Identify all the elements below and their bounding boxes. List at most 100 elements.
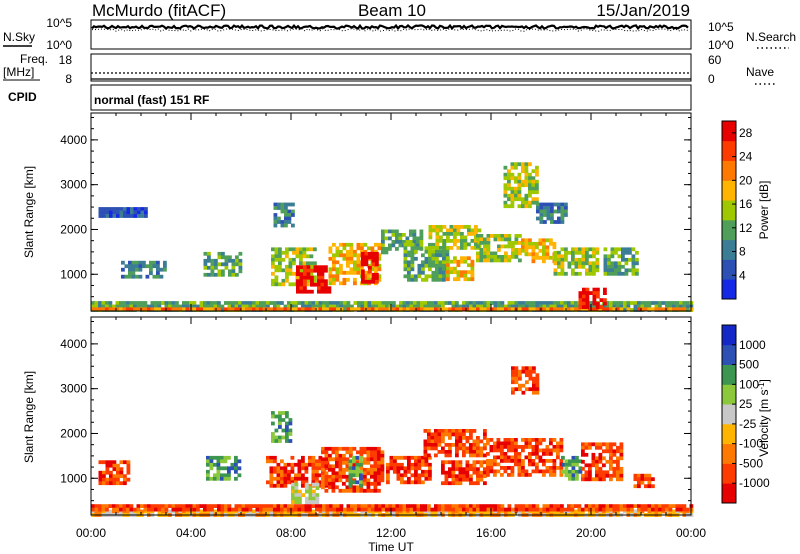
heatmap-cell (538, 438, 543, 442)
heatmap-cell (581, 459, 585, 464)
heatmap-cell (317, 268, 321, 273)
heatmap-cell (367, 277, 371, 282)
heatmap-cell (360, 507, 365, 512)
colorbar-swatch (722, 364, 736, 385)
heatmap-cell (507, 304, 512, 309)
heatmap-cell (119, 504, 123, 508)
heatmap-cell (98, 477, 103, 482)
heatmap-cell (227, 307, 232, 312)
heatmap-cell (428, 246, 433, 250)
nsky-trace (91, 23, 689, 31)
heatmap-cell (525, 504, 529, 508)
heatmap-cell (335, 274, 340, 279)
heatmap-cell (469, 432, 473, 437)
heatmap-cell (563, 307, 568, 312)
heatmap-cell (556, 452, 560, 456)
heatmap-cell (542, 301, 547, 305)
heatmap-cell (545, 238, 550, 243)
heatmap-cell (621, 257, 625, 262)
heatmap-cell (591, 477, 596, 482)
heatmap-cell (414, 249, 418, 254)
heatmap-cell (126, 307, 130, 312)
heatmap-cell (493, 448, 497, 453)
heatmap-cell (435, 263, 439, 268)
heatmap-cell (402, 504, 407, 508)
heatmap-cell (518, 307, 522, 312)
heatmap-cell (359, 459, 363, 464)
x-tick-label: 00:00 (76, 526, 106, 540)
heatmap-cell (287, 462, 291, 467)
heatmap-cell (331, 481, 336, 486)
heatmap-cell (581, 261, 586, 266)
heatmap-cell (633, 509, 638, 514)
heatmap-cell (628, 247, 632, 252)
heatmap-cell (521, 183, 525, 188)
heatmap-cell (410, 260, 415, 265)
heatmap-cell (503, 438, 508, 442)
colorbar-swatch (722, 239, 736, 260)
heatmap-cell (157, 304, 162, 309)
heatmap-cell (539, 304, 543, 309)
heatmap-cell (470, 277, 475, 282)
heatmap-cell (472, 439, 477, 444)
heatmap-cell (311, 480, 316, 485)
heatmap-cell (430, 436, 435, 440)
heatmap-cell (306, 247, 310, 252)
heatmap-cell (266, 304, 270, 309)
heatmap-cell (292, 282, 296, 287)
heatmap-cell (521, 245, 525, 250)
heatmap-cell (535, 469, 539, 474)
heatmap-cell (407, 476, 411, 481)
heatmap-cell (332, 274, 336, 279)
heatmap-cell (206, 469, 210, 474)
heatmap-cell (370, 453, 374, 458)
heatmap-cell (140, 301, 144, 305)
heatmap-cell (313, 268, 318, 273)
heatmap-cell (585, 301, 590, 306)
heatmap-cell (308, 489, 313, 494)
heatmap-cell (644, 473, 648, 478)
heatmap-cell (571, 455, 576, 460)
heatmap-cell (385, 307, 389, 312)
heatmap-cell (561, 462, 565, 467)
heatmap-cell (108, 307, 113, 312)
heatmap-cell (549, 466, 553, 470)
heatmap-cell (137, 210, 141, 215)
heatmap-cell (410, 480, 415, 485)
heatmap-cell (238, 251, 243, 256)
heatmap-cell (152, 260, 157, 265)
heatmap-cell (271, 254, 275, 259)
heatmap-cell (675, 507, 680, 512)
heatmap-cell (451, 474, 456, 479)
heatmap-cell (252, 509, 256, 514)
heatmap-cell (528, 462, 532, 467)
heatmap-cell (389, 466, 394, 471)
heatmap-cell (414, 466, 418, 471)
heatmap-cell (561, 469, 565, 474)
heatmap-cell (126, 463, 131, 468)
heatmap-cell (535, 169, 539, 174)
heatmap-cell (528, 473, 532, 477)
heatmap-cell (276, 304, 281, 309)
heatmap-cell (305, 482, 309, 487)
y-tick-label: 1000 (60, 267, 87, 281)
heatmap-cell (346, 504, 351, 508)
heatmap-cell (490, 234, 494, 238)
heatmap-cell (338, 488, 343, 493)
heatmap-cell (349, 267, 354, 272)
heatmap-cell (112, 304, 116, 309)
heatmap-cell (360, 301, 365, 305)
heatmap-cell (185, 507, 190, 512)
heatmap-cell (377, 246, 382, 251)
heatmap-cell (128, 274, 132, 279)
heatmap-cell (497, 507, 501, 512)
heatmap-cell (287, 209, 292, 214)
heatmap-cell (278, 254, 282, 259)
heatmap-cell (616, 463, 620, 468)
heatmap-cell (363, 478, 367, 483)
heatmap-cell (549, 304, 554, 309)
heatmap-cell (119, 214, 124, 218)
heatmap-cell (496, 462, 501, 467)
heatmap-cell (331, 457, 336, 462)
heatmap-cell (324, 478, 329, 483)
